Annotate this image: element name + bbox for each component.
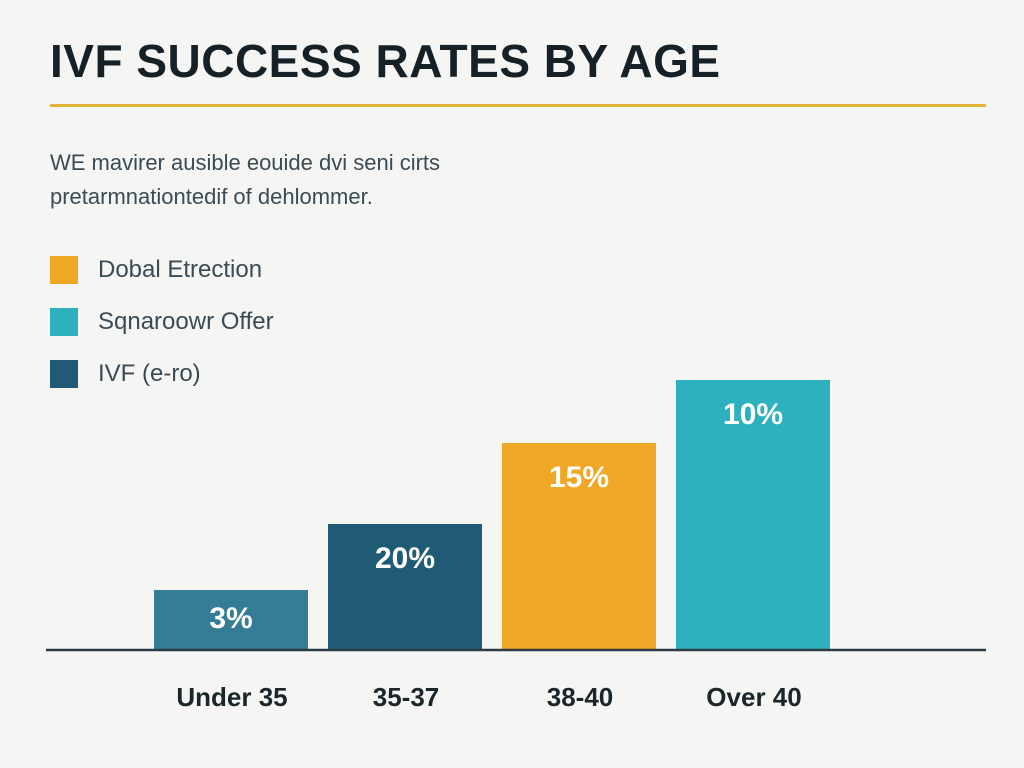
subtitle-line-2: pretarmnationtedif of dehlommer. bbox=[50, 184, 373, 209]
chart-title: IVF SUCCESS RATES BY AGE bbox=[50, 35, 721, 87]
bar-over-40 bbox=[676, 380, 830, 650]
title-underline bbox=[50, 104, 986, 107]
x-tick-label: Under 35 bbox=[176, 682, 287, 712]
x-tick-label: 38-40 bbox=[547, 682, 614, 712]
legend-swatch-navy bbox=[50, 360, 78, 388]
data-label: 3% bbox=[209, 602, 252, 635]
subtitle-line-1: WE mavirer ausible eouide dvi seni cirts bbox=[50, 150, 441, 175]
legend-item-ivf: IVF (e-ro) bbox=[50, 348, 274, 400]
legend-swatch-orange bbox=[50, 256, 78, 284]
legend-label: Dobal Etrection bbox=[98, 256, 263, 283]
legend-label: IVF (e-ro) bbox=[98, 360, 201, 387]
chart-subtitle: WE mavirer ausible eouide dvi seni cirts… bbox=[50, 146, 650, 214]
bar-under-35 bbox=[154, 590, 308, 650]
x-tick-label: 35-37 bbox=[373, 682, 440, 712]
legend-item-sqnaroowr-offer: Sqnaroowr Offer bbox=[50, 296, 274, 348]
x-tick-label: Over 40 bbox=[706, 682, 801, 712]
data-label: 15% bbox=[549, 461, 609, 494]
data-label: 10% bbox=[723, 398, 783, 431]
data-label: 20% bbox=[375, 542, 435, 575]
legend-label: Sqnaroowr Offer bbox=[98, 308, 274, 335]
legend-item-dobal-etrection: Dobal Etrection bbox=[50, 244, 274, 296]
bar-38-40 bbox=[502, 443, 656, 650]
chart-legend: Dobal Etrection Sqnaroowr Offer IVF (e-r… bbox=[50, 244, 274, 400]
bar-35-37 bbox=[328, 524, 482, 650]
legend-swatch-teal bbox=[50, 308, 78, 336]
